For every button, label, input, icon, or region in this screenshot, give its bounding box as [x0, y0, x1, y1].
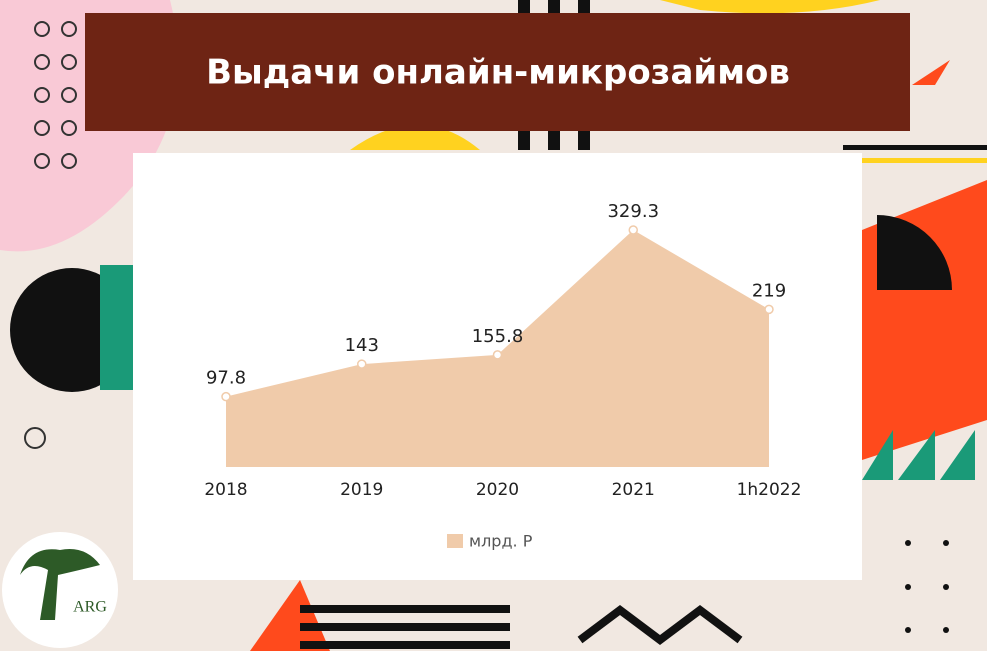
- bottom-stripes: [300, 605, 510, 649]
- x-tick-label: 2020: [476, 480, 519, 500]
- data-label: 219: [752, 280, 786, 301]
- triangles: [862, 430, 975, 480]
- point: [221, 391, 231, 402]
- point: [357, 359, 367, 369]
- data-label: 97.8: [206, 368, 246, 389]
- point: [492, 350, 503, 360]
- x-tick-label: 2021: [612, 480, 655, 500]
- title-banner: [85, 13, 910, 131]
- x-tick-label: 2018: [204, 480, 247, 500]
- legend-swatch: [447, 534, 463, 548]
- zigzag: [577, 605, 743, 645]
- yellow-shape: [660, 0, 880, 14]
- dot-grid: [905, 540, 949, 633]
- x-tick-label: 2019: [340, 480, 383, 500]
- logo-text: ARG: [73, 599, 107, 616]
- point: [764, 304, 774, 315]
- red-shape: [250, 580, 330, 651]
- legend-label: млрд. Р: [469, 532, 533, 551]
- black-quarter: [877, 215, 952, 290]
- data-label: 329.3: [607, 201, 659, 222]
- x-tick-label: 1h2022: [737, 480, 802, 500]
- chart: 97.8 143 155.8 329.3 219 2018 2019 2020 2021 1h20…: [204, 201, 801, 551]
- chart-title: Выдачи онлайн-микрозаймов: [206, 53, 790, 93]
- point: [628, 225, 638, 235]
- line-decor: [843, 145, 987, 150]
- line-decor: [843, 158, 987, 163]
- logo-circle: [2, 532, 118, 648]
- red-leaf: [912, 60, 950, 85]
- dots-decor: [24, 21, 77, 449]
- yellow-shape: [350, 125, 480, 150]
- data-label: 155.8: [472, 326, 524, 347]
- data-label: 143: [345, 335, 379, 356]
- logo-tree: [20, 549, 100, 620]
- area: [226, 230, 769, 467]
